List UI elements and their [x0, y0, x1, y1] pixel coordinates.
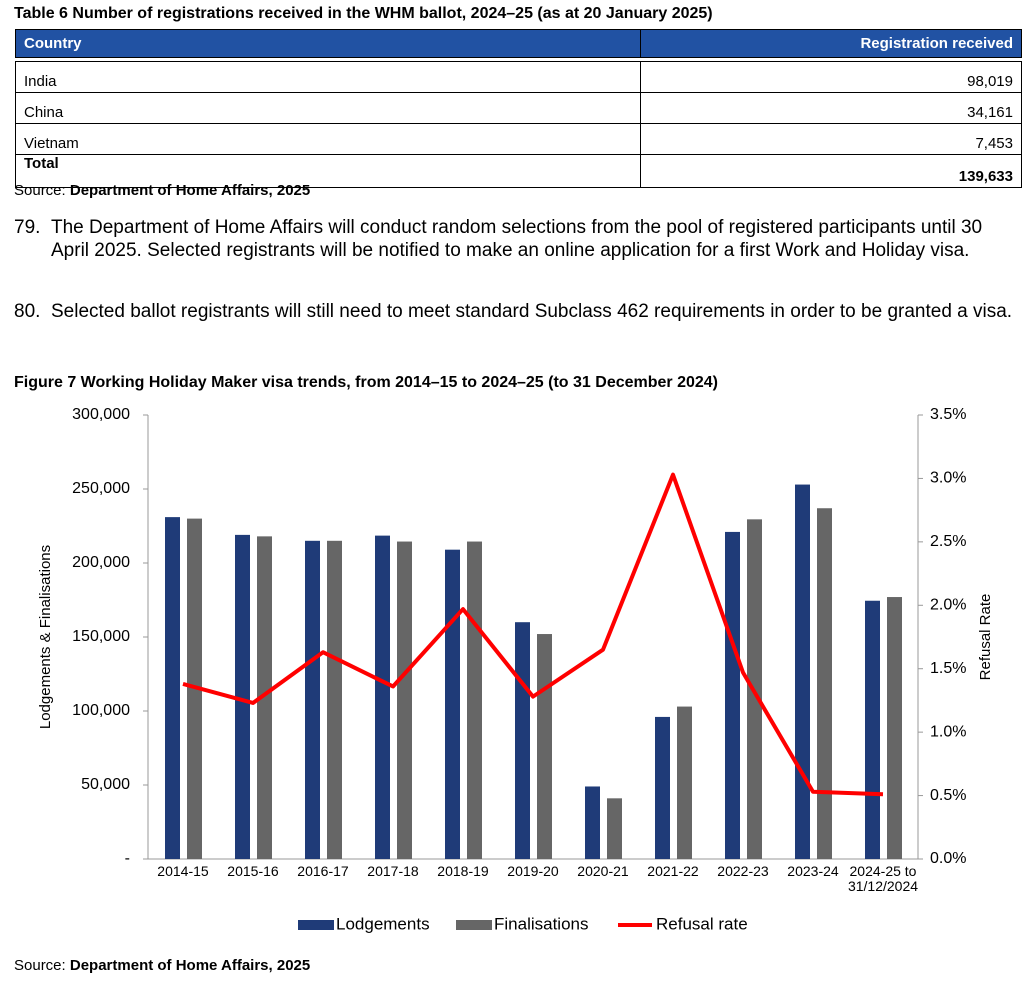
cell: Total	[15, 154, 641, 188]
legend-swatch	[298, 920, 334, 930]
registrations-table: Country Registration received India 98,01…	[15, 29, 1022, 188]
cell: India	[15, 61, 641, 93]
table-source: Source: Department of Home Affairs, 2025	[14, 182, 310, 199]
source-label: Source:	[14, 182, 66, 199]
bar	[375, 535, 390, 859]
y-tick-label: -	[125, 850, 130, 867]
header-cell: Country	[15, 29, 641, 58]
y2-tick-label: 0.0%	[930, 850, 966, 867]
x-tick-label: 2016-17	[297, 863, 349, 879]
bar	[467, 541, 482, 859]
legend-swatch	[456, 920, 492, 930]
x-tick-label: 2017-18	[367, 863, 419, 879]
bar	[817, 508, 832, 859]
source-label: Source:	[14, 957, 66, 974]
bar	[655, 716, 670, 859]
header-cell: Registration received	[640, 29, 1022, 58]
y-tick-label: 100,000	[72, 702, 130, 719]
total-row: Total 139,633	[15, 154, 1022, 188]
y2-tick-label: 1.5%	[930, 660, 966, 677]
cell: 7,453	[640, 123, 1022, 155]
paragraph-text: The Department of Home Affairs will cond…	[51, 217, 983, 261]
y-tick-label: 300,000	[72, 406, 130, 423]
x-tick-label: 2022-23	[717, 863, 769, 879]
bar	[445, 549, 460, 859]
paragraph: 80. Selected ballot registrants will stil…	[14, 300, 1024, 323]
paragraph-text: Selected ballot registrants will still n…	[51, 301, 1013, 322]
bar	[887, 597, 902, 859]
bar	[725, 531, 740, 859]
x-tick-label: 2014-15	[157, 863, 209, 879]
paragraph-number: 80.	[14, 301, 41, 322]
bar	[677, 706, 692, 859]
y2-axis-title: Refusal Rate	[977, 594, 994, 681]
bar	[305, 540, 320, 859]
legend-label: Lodgements	[336, 914, 430, 933]
bar	[235, 534, 250, 859]
y-tick-label: 150,000	[72, 628, 130, 645]
y2-tick-label: 2.0%	[930, 597, 966, 614]
x-tick-label: 2019-20	[507, 863, 559, 879]
y-tick-label: 250,000	[72, 480, 130, 497]
legend-label: Finalisations	[494, 914, 589, 933]
row: Vietnam 7,453	[15, 123, 1022, 155]
bar	[607, 798, 622, 859]
paragraph: 79. The Department of Home Affairs will c…	[14, 216, 1024, 262]
x-tick-label: 2023-24	[787, 863, 839, 879]
figure-source: Source: Department of Home Affairs, 2025	[14, 957, 310, 974]
row: China 34,161	[15, 92, 1022, 124]
header-row: Country Registration received	[15, 29, 1022, 58]
source-text: Department of Home Affairs, 2025	[69, 182, 311, 199]
bar	[165, 517, 180, 859]
bar	[397, 541, 412, 859]
bar	[327, 540, 342, 859]
x-tick-label: 2018-19	[437, 863, 489, 879]
x-tick-label: 2020-21	[577, 863, 629, 879]
x-tick-label: 2024-25 to 31/12/2024	[848, 863, 918, 894]
paragraph-number: 79.	[14, 217, 41, 238]
cell: 34,161	[640, 92, 1022, 124]
bar	[865, 600, 880, 859]
y2-tick-label: 3.0%	[930, 470, 966, 487]
line	[182, 472, 884, 797]
y-tick-label: 50,000	[81, 776, 130, 793]
cell: 98,019	[640, 61, 1022, 93]
cell: 139,633	[640, 154, 1022, 188]
x-tick-label: 2015-16	[227, 863, 279, 879]
y2-tick-label: 3.5%	[930, 406, 966, 423]
source-text: Department of Home Affairs, 2025	[69, 957, 311, 974]
cell: Vietnam	[15, 123, 641, 155]
y2-tick-label: 1.0%	[930, 723, 966, 740]
x-tick-label: 2021-22	[647, 863, 699, 879]
table-title: Table 6 Number of registrations received…	[14, 5, 713, 22]
bar	[257, 536, 272, 859]
figure-title: Figure 7 Working Holiday Maker visa tren…	[14, 374, 719, 391]
bar	[515, 622, 530, 859]
legend-label: Refusal rate	[656, 914, 748, 933]
cell: China	[15, 92, 641, 124]
y2-tick-label: 0.5%	[930, 787, 966, 804]
bar	[795, 484, 810, 859]
bar	[585, 786, 600, 859]
bar	[537, 634, 552, 859]
y2-tick-label: 2.5%	[930, 533, 966, 550]
row: India 98,019	[15, 61, 1022, 93]
y-axis-title: Lodgements & Finalisations	[37, 545, 54, 729]
y-tick-label: 200,000	[72, 554, 130, 571]
